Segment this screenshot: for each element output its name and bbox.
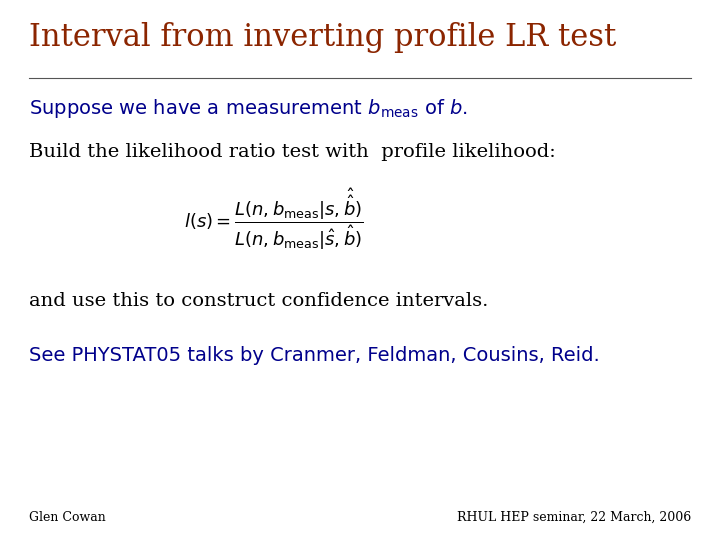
Text: See PHYSTAT05 talks by Cranmer, Feldman, Cousins, Reid.: See PHYSTAT05 talks by Cranmer, Feldman,… bbox=[29, 346, 600, 365]
Text: Suppose we have a measurement $b_{\mathrm{meas}}$ of $b$.: Suppose we have a measurement $b_{\mathr… bbox=[29, 97, 467, 120]
Text: Glen Cowan: Glen Cowan bbox=[29, 511, 106, 524]
Text: Build the likelihood ratio test with  profile likelihood:: Build the likelihood ratio test with pro… bbox=[29, 143, 556, 161]
Text: and use this to construct confidence intervals.: and use this to construct confidence int… bbox=[29, 292, 488, 309]
Text: RHUL HEP seminar, 22 March, 2006: RHUL HEP seminar, 22 March, 2006 bbox=[457, 511, 691, 524]
Text: Interval from inverting profile LR test: Interval from inverting profile LR test bbox=[29, 22, 616, 52]
Text: $l(s) = \dfrac{L(n, b_{\mathrm{meas}} | s, \hat{\hat{b}})}{L(n, b_{\mathrm{meas}: $l(s) = \dfrac{L(n, b_{\mathrm{meas}} | … bbox=[184, 186, 364, 252]
